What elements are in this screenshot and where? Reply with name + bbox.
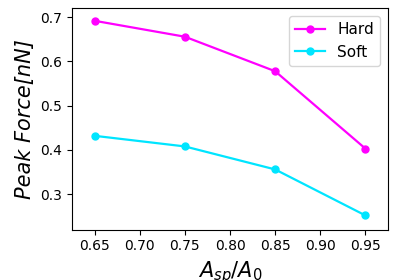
- Soft: [182, 145, 187, 148]
- Legend: Hard, Soft: Hard, Soft: [289, 16, 380, 66]
- X-axis label: $A_{sp}/A_0$: $A_{sp}/A_0$: [198, 259, 262, 280]
- Y-axis label: Peak Force[nN]: Peak Force[nN]: [15, 39, 35, 199]
- Hard: [363, 147, 368, 150]
- Soft: [273, 168, 278, 171]
- Soft: [363, 214, 368, 217]
- Soft: [92, 134, 97, 137]
- Line: Hard: Hard: [91, 17, 369, 152]
- Hard: [182, 35, 187, 38]
- Hard: [273, 69, 278, 73]
- Hard: [92, 19, 97, 22]
- Line: Soft: Soft: [91, 132, 369, 219]
